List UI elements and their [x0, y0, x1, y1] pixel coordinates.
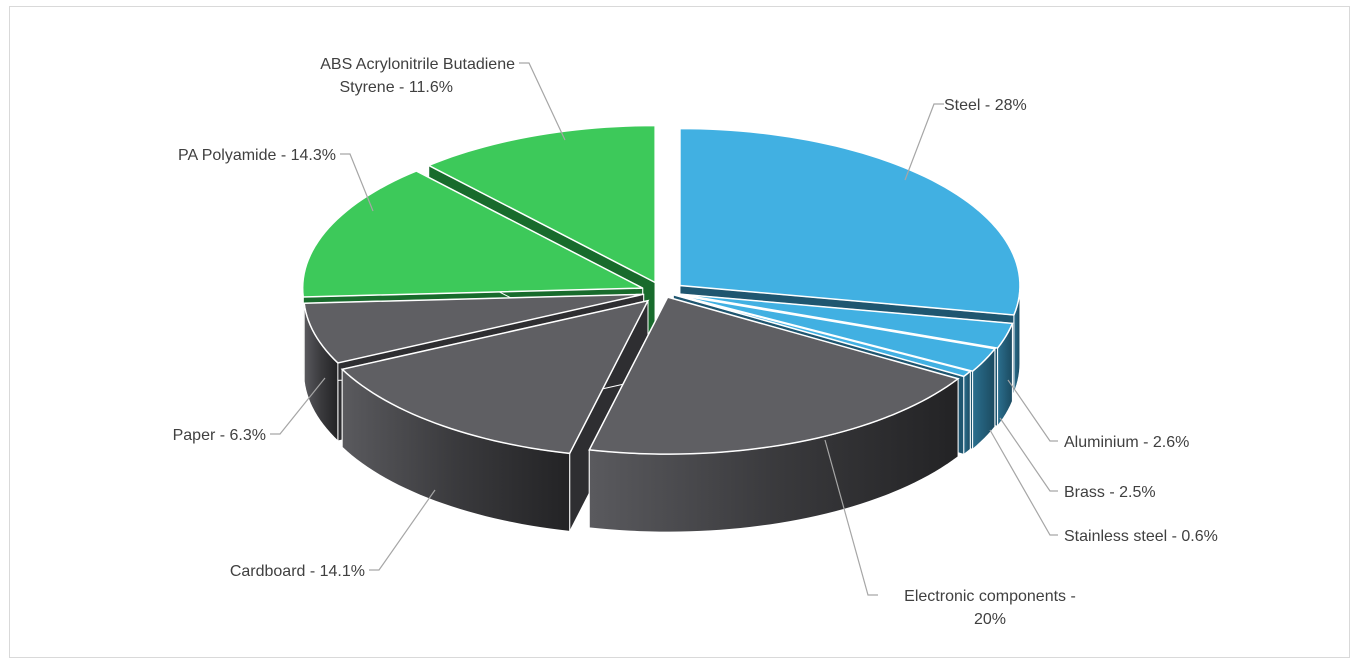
pie-slice-top: [679, 127, 1021, 316]
pie-slice-top: [673, 294, 972, 378]
leader-line-steel: [904, 103, 944, 181]
data-label-stainless-steel: Stainless steel - 0.6%: [1064, 528, 1218, 545]
leader-line-aluminium: [1007, 379, 1058, 442]
leader-line-stainless-steel: [989, 429, 1058, 536]
pie-slice-top: [340, 299, 650, 455]
data-label-paper: Paper - 6.3%: [173, 427, 266, 444]
pie-slice-top: [678, 293, 1014, 349]
pie-slice-top: [588, 296, 960, 455]
data-label-electronic-components: Electronic components -20%: [904, 588, 1076, 628]
pie-slice-top: [675, 293, 997, 373]
leader-line-paper: [270, 377, 326, 435]
pie-slice-electronic-components: [588, 296, 960, 533]
data-label-aluminium: Aluminium - 2.6%: [1064, 434, 1189, 451]
data-label-steel: Steel - 28%: [944, 97, 1027, 114]
pie-slice-top: [303, 293, 644, 364]
leader-line-cardboard: [369, 489, 436, 571]
data-label-cardboard: Cardboard - 14.1%: [230, 563, 365, 580]
leader-line-electronic-components: [824, 439, 878, 596]
leader-line-abs-acrylonitrile-butadiene-styrene: [519, 62, 566, 141]
pie-slice-side: [302, 288, 304, 376]
pie-slice-top: [426, 124, 656, 284]
pie-slice-top: [301, 170, 644, 298]
leader-line-brass: [999, 417, 1058, 492]
data-label-brass: Brass - 2.5%: [1064, 484, 1156, 501]
data-label-abs-acrylonitrile-butadiene-styrene: ABS Acrylonitrile Butadiene Styrene - 11.…: [320, 56, 515, 96]
data-label-pa-polyamide: PA Polyamide - 14.3%: [178, 147, 336, 164]
pie-slice-side: [963, 370, 971, 456]
leader-line-pa-polyamide: [340, 153, 374, 212]
